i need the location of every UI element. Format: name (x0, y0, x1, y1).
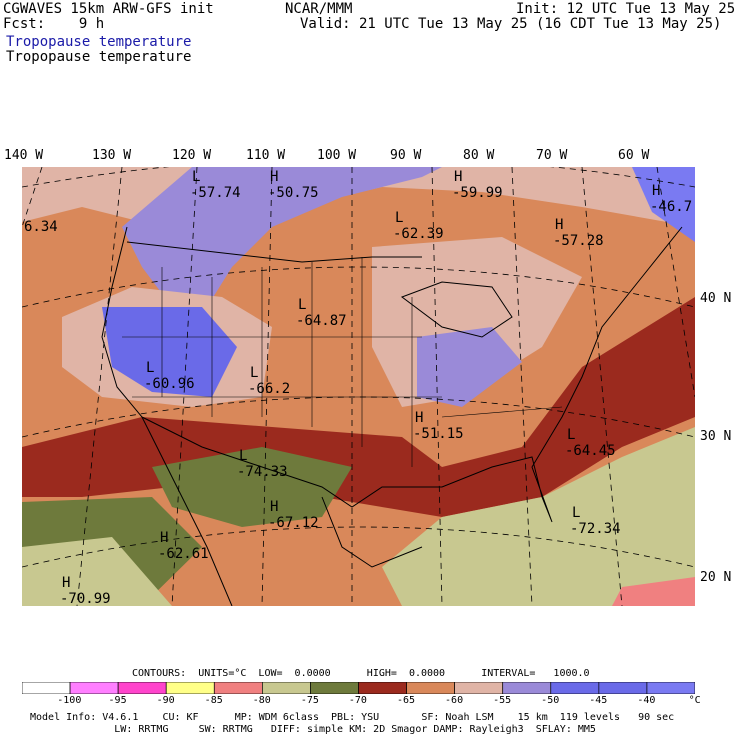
longitude-label: 70 W (536, 148, 568, 163)
legend-swatch (406, 682, 455, 694)
shade-blue-north (122, 167, 442, 307)
legend-tick-label: -85 (204, 695, 223, 706)
legend-swatch (502, 682, 552, 694)
extremum-value: -62.61 (158, 546, 209, 562)
extremum-value: -51.15 (413, 426, 464, 442)
legend-tick-label: °C (688, 695, 701, 706)
coastlines (101, 226, 683, 606)
latitude-label: 30 N (700, 429, 732, 444)
extremum-low-marker: L (239, 448, 247, 464)
extremum-value: -57.28 (553, 233, 604, 249)
legend-swatch (22, 682, 71, 694)
extremum-high-marker: H (160, 530, 168, 546)
extremum-value: -70.99 (60, 591, 111, 606)
legend-swatch (646, 682, 695, 694)
legend-swatch (262, 682, 311, 694)
extremum-low-marker: L (146, 360, 154, 376)
longitude-label: 120 W (172, 148, 212, 163)
legend-tick-label: -100 (57, 695, 82, 706)
field-title-2: Tropopause temperature (6, 49, 192, 65)
extremum-value: -64.87 (296, 313, 347, 329)
extremum-low-marker: L (567, 427, 575, 443)
legend-swatch (69, 682, 119, 694)
longitude-label: 100 W (317, 148, 357, 163)
model-info-line-2: LW: RRTMG SW: RRTMG DIFF: simple KM: 2D … (30, 724, 596, 735)
tropopause-temperature-map: L-57.74H-50.75H-59.99 H-46.7L-62.39H-57.2… (22, 167, 695, 606)
legend-tick-label: -75 (300, 695, 319, 706)
legend-swatch (358, 682, 407, 694)
longitude-label: 110 W (246, 148, 286, 163)
legend-tick-label: -90 (156, 695, 175, 706)
latitude-label: 40 N (700, 291, 732, 306)
longitude-label: 130 W (92, 148, 132, 163)
legend-swatch (310, 682, 359, 694)
extremum-value: -50.75 (268, 185, 319, 201)
longitude-label: 80 W (463, 148, 495, 163)
shade-tan-southwest (22, 537, 172, 606)
extremum-low-marker: L (192, 169, 200, 185)
model-title: CGWAVES 15km ARW-GFS init (3, 1, 214, 17)
field-title-1: Tropopause temperature (6, 34, 192, 50)
extremum-high-marker: H (454, 169, 462, 185)
extremum-value: -57.74 (190, 185, 241, 201)
extremum-value: -66.2 (248, 381, 290, 397)
legend-tick-label: -50 (541, 695, 560, 706)
legend-swatch (454, 682, 504, 694)
extremum-value: 6.34 (24, 219, 58, 235)
legend-swatch (165, 682, 215, 694)
extremum-low-marker: L (572, 505, 580, 521)
legend-tick-label: -70 (348, 695, 367, 706)
extremum-high-marker: H (62, 575, 70, 591)
legend-tick-label: -65 (396, 695, 416, 706)
contour-info: CONTOURS: UNITS=°C LOW= 0.0000 HIGH= 0.0… (132, 668, 590, 679)
extremum-value: -72.34 (570, 521, 621, 537)
legend-tick-label: -60 (445, 695, 464, 706)
extremum-low-marker: L (298, 297, 306, 313)
init-time: Init: 12 UTC Tue 13 May 25 (516, 1, 736, 17)
longitude-label: 140 W (4, 148, 44, 163)
latitude-label: 20 N (700, 570, 732, 585)
extremum-value: -67.12 (268, 515, 319, 531)
extremum-value: -74.33 (237, 464, 288, 480)
shade-blue-central (417, 327, 522, 407)
extremum-high-marker: H (270, 169, 278, 185)
valid-time: Valid: 21 UTC Tue 13 May 25 (16 CDT Tue … (300, 16, 722, 32)
extremum-low-marker: L (250, 365, 258, 381)
legend-tick-label: -95 (108, 695, 127, 706)
extremum-high-marker: H (555, 217, 563, 233)
shade-blue-west (102, 307, 237, 397)
longitude-label: 90 W (390, 148, 422, 163)
color-legend (22, 682, 695, 694)
extremum-high-marker: H (415, 410, 423, 426)
legend-tick-label: -45 (589, 695, 608, 706)
legend-tick-label: -80 (252, 695, 271, 706)
extremum-value: -62.39 (393, 226, 444, 242)
shade-tan-caribbean (382, 427, 695, 606)
legend-swatch (598, 682, 648, 694)
state-borders (122, 257, 563, 467)
forecast-hour: Fcst: 9 h (3, 16, 105, 32)
model-info-line-1: Model Info: V4.6.1 CU: KF MP: WDM 6class… (30, 712, 675, 723)
legend-swatch (213, 682, 263, 694)
extremum-high-marker: H (652, 183, 660, 199)
extremum-high-marker: H (270, 499, 278, 515)
extremum-value: -59.99 (452, 185, 503, 201)
legend-tick-label: -40 (637, 695, 656, 706)
shade-salmon (612, 577, 695, 606)
longitude-label: 60 W (618, 148, 650, 163)
organization: NCAR/MMM (285, 1, 353, 17)
legend-swatch (550, 682, 600, 694)
extremum-value: -60.96 (144, 376, 195, 392)
shade-olive-mexico (152, 447, 352, 527)
extremum-value: -46.7 (650, 199, 692, 215)
extremum-value: -64.45 (565, 443, 616, 459)
legend-tick-label: -55 (493, 695, 512, 706)
legend-swatch (117, 682, 167, 694)
extremum-low-marker: L (395, 210, 403, 226)
